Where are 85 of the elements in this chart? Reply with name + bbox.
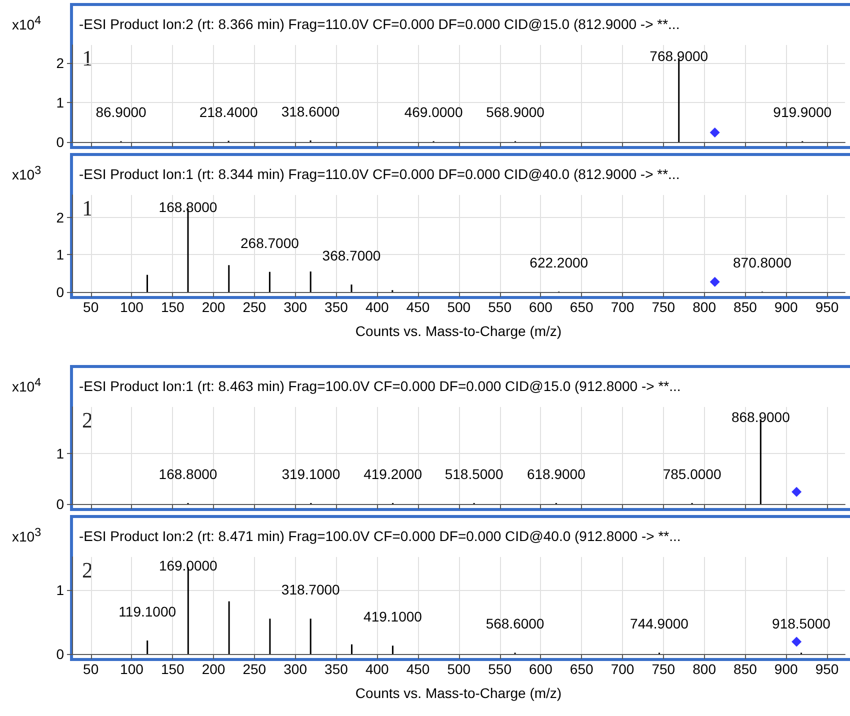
y-tick-label: 2 (56, 54, 64, 71)
x-tick-label: 850 (734, 299, 758, 315)
y-tick-label: 0 (56, 646, 64, 662)
x-tick-label: 550 (488, 299, 512, 315)
annotation: 168.8000 (158, 198, 218, 215)
y-tick-label: 0 (56, 134, 64, 150)
annotation: 568.9000 (486, 104, 545, 120)
chart-title: -ESI Product Ion:1 (rt: 8.463 min) Frag=100.0V CF=0.000 DF=0.000 CID@15.0 (912.8000 -> **... (79, 378, 681, 394)
x-tick-label: 400 (365, 299, 390, 315)
x-tick-label: 250 (242, 661, 266, 677)
annotation: 86.9000 (96, 104, 147, 120)
x-tick-label: 600 (529, 661, 553, 677)
x-tick-label: 450 (406, 661, 430, 677)
x-tick-label: 800 (692, 661, 716, 677)
annotation: 169.0000 (158, 557, 218, 574)
annotation: 319.1000 (282, 466, 340, 482)
x-tick-label: 900 (774, 299, 798, 315)
chart-title: -ESI Product Ion:2 (rt: 8.366 min) Frag=110.0V CF=0.000 DF=0.000 CID@15.0 (812.9000 -> **... (79, 16, 680, 32)
x-tick-label: 300 (284, 661, 308, 677)
x-tick-label: 700 (610, 299, 634, 315)
annotation: 1 (82, 196, 93, 220)
x-tick-label: 650 (570, 299, 594, 315)
x-tick-label: 750 (652, 299, 676, 315)
x-axis-title: Counts vs. Mass-to-Charge (m/z) (355, 323, 562, 339)
annotation: 919.9000 (773, 104, 832, 120)
annotation: 785.0000 (662, 466, 722, 482)
annotation: 568.6000 (486, 616, 544, 632)
x-tick-label: 900 (774, 661, 798, 677)
y-axis-title: x10$^{3}$ (12, 526, 42, 545)
x-tick-label: 100 (120, 661, 144, 677)
y-tick-label: 1 (56, 582, 64, 598)
annotation: 744.9000 (630, 616, 689, 632)
annotation: 419.2000 (364, 466, 422, 482)
y-axis-title: x10$^{3}$ (12, 164, 42, 183)
y-tick-label: 1 (56, 445, 64, 462)
annotation: 918.5000 (772, 616, 831, 632)
annotation: 870.8000 (733, 254, 792, 271)
x-tick-label: 350 (324, 299, 348, 315)
x-tick-label: 600 (529, 299, 553, 315)
x-tick-label: 400 (365, 661, 390, 677)
chart-title: -ESI Product Ion:2 (rt: 8.471 min) Frag=100.0V CF=0.000 DF=0.000 CID@40.0 (912.8000 -> **... (79, 528, 681, 544)
x-tick-label: 450 (406, 299, 430, 315)
y-axis-title: x10$^{4}$ (12, 376, 42, 395)
y-tick-label: 2 (56, 209, 64, 226)
x-tick-label: 150 (160, 299, 185, 315)
x-axis-title: Counts vs. Mass-to-Charge (m/z) (355, 685, 562, 701)
x-tick-label: 200 (202, 299, 226, 315)
x-tick-label: 950 (815, 299, 839, 315)
chart-title: -ESI Product Ion:1 (rt: 8.344 min) Frag=110.0V CF=0.000 DF=0.000 CID@40.0 (812.9000 -> **... (79, 166, 680, 182)
annotation: 618.9000 (526, 466, 586, 482)
annotation: 419.1000 (364, 608, 422, 625)
annotation: 168.8000 (158, 466, 218, 482)
annotation: 318.7000 (281, 582, 340, 598)
annotation: 622.2000 (530, 254, 588, 271)
x-tick-label: 300 (284, 299, 308, 315)
annotation: 368.7000 (322, 248, 381, 264)
x-tick-label: 200 (202, 661, 226, 677)
x-tick-label: 950 (815, 661, 839, 677)
annotation: 469.0000 (404, 104, 463, 120)
x-tick-label: 50 (83, 661, 99, 677)
x-tick-label: 150 (160, 661, 185, 677)
x-tick-label: 650 (570, 661, 594, 677)
annotation: 768.9000 (650, 48, 708, 64)
annotation: 119.1000 (118, 604, 176, 620)
x-tick-label: 50 (83, 299, 99, 315)
annotation: 868.9000 (731, 409, 790, 426)
annotation: 518.5000 (444, 466, 504, 482)
x-tick-label: 550 (488, 661, 512, 677)
y-tick-label: 1 (56, 246, 64, 263)
x-tick-label: 500 (447, 661, 471, 677)
x-tick-label: 850 (734, 661, 758, 677)
x-tick-label: 350 (324, 661, 348, 677)
x-tick-label: 700 (610, 661, 634, 677)
y-tick-label: 0 (56, 284, 64, 300)
x-tick-label: 250 (242, 299, 266, 315)
annotation: 268.7000 (240, 234, 300, 251)
annotation: 318.6000 (281, 103, 340, 120)
y-tick-label: 1 (56, 94, 64, 110)
annotation: 218.4000 (199, 104, 258, 120)
x-tick-label: 500 (447, 299, 471, 315)
y-tick-label: 0 (56, 496, 64, 512)
y-axis-title: x10$^{4}$ (12, 14, 42, 33)
x-tick-label: 750 (652, 661, 676, 677)
x-tick-label: 100 (120, 299, 144, 315)
x-tick-label: 800 (692, 299, 716, 315)
